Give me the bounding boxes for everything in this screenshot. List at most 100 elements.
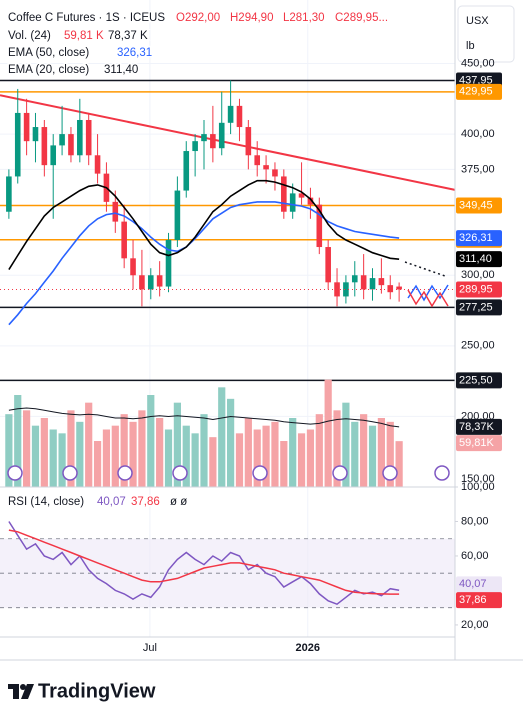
candle-body	[192, 141, 198, 152]
candle-body	[360, 275, 367, 290]
logo	[8, 684, 34, 699]
candle-body	[378, 278, 385, 286]
unit: lb	[466, 40, 475, 52]
level-label: 225,50	[459, 374, 493, 386]
volume-bar	[360, 414, 368, 487]
volume-label-box	[456, 435, 502, 452]
y-tick-label: 400,00	[461, 128, 495, 140]
volume-bar	[262, 425, 270, 487]
volume-bar	[315, 414, 323, 487]
candle-body	[156, 275, 163, 287]
ema20-name: EMA (20, close)	[8, 64, 89, 76]
candle-body	[245, 127, 252, 156]
volume-title: Vol. (24)	[8, 30, 51, 42]
ema-label-box	[456, 230, 502, 247]
candle-body	[254, 155, 261, 166]
candle-body	[121, 221, 127, 259]
volume-value: 59,81 K	[64, 30, 104, 42]
volume-bar	[76, 421, 84, 487]
rsi-label: 37,86	[459, 594, 487, 606]
volume-bar	[120, 414, 128, 487]
x-tick-label: 2026	[296, 642, 320, 654]
price-label-box	[456, 281, 502, 298]
volume-bar	[306, 429, 315, 487]
y-tick-label: 80,00	[461, 515, 489, 527]
volume-bar	[218, 387, 226, 487]
volume-bar	[49, 429, 57, 487]
ohlc-high: H294,90	[230, 12, 273, 24]
candle-body	[59, 134, 65, 146]
volume-bar	[395, 441, 403, 487]
level-label-box	[456, 372, 502, 389]
volume-bar	[200, 414, 208, 487]
candle-body	[263, 165, 269, 170]
rsi-ma-value: 37,86	[131, 496, 160, 508]
volume-bar	[14, 395, 22, 487]
volume-bar	[23, 410, 31, 487]
candle-body	[6, 176, 12, 212]
y-tick-label: 300,00	[461, 269, 495, 281]
volume-bar	[271, 421, 279, 487]
rsi-label: 40,07	[459, 578, 487, 590]
event-icons	[7, 465, 450, 481]
rsi-label-box	[456, 592, 502, 609]
volume-bar	[67, 410, 75, 487]
y-tick-label: 250,00	[461, 340, 495, 352]
candle-body	[281, 176, 287, 212]
candle-body	[272, 169, 278, 177]
candle-body	[183, 151, 190, 191]
volume-bar	[147, 395, 155, 487]
candle-body	[68, 134, 74, 156]
volume-bar	[93, 441, 102, 487]
volume-ma-line	[8, 407, 400, 428]
ema-label: 311,40	[459, 253, 492, 265]
candle-body	[343, 282, 349, 297]
rsi-label-box	[456, 576, 502, 593]
candle-body	[130, 258, 136, 276]
candle-body	[94, 155, 101, 174]
volume-bar	[333, 410, 341, 487]
volume-bar	[386, 421, 394, 487]
volume-bar	[58, 433, 66, 487]
volume-bar	[297, 433, 306, 487]
level-label: 437,95	[459, 74, 493, 86]
volume-label: 59,81K	[459, 437, 495, 449]
ema-line	[8, 201, 400, 326]
candle-body	[50, 145, 57, 166]
volume-ma-value: 78,37 K	[108, 30, 148, 42]
volume-bar	[209, 437, 217, 487]
volume-bar	[342, 402, 350, 487]
volume-bar	[111, 425, 119, 487]
volume-bar	[227, 398, 235, 487]
volume-bar	[156, 418, 164, 487]
candle-body	[307, 197, 314, 205]
y-tick-label: 100,00	[461, 481, 495, 493]
volume-bar	[280, 441, 288, 487]
candle-body	[32, 127, 39, 142]
axis-labels: 150,00200,00250,00300,00375,00400,00450,…	[143, 57, 502, 654]
currency-box[interactable]	[457, 5, 515, 63]
candle-body	[316, 204, 323, 248]
x-tick-label: Jul	[143, 642, 157, 654]
volume-bar	[31, 425, 40, 487]
ohlc-open: O292,00	[176, 12, 220, 24]
volume-bar	[324, 379, 332, 487]
volume-bar	[5, 414, 13, 487]
candle-body	[298, 193, 305, 198]
level-label-box	[456, 197, 502, 214]
volume-bar	[253, 429, 261, 487]
volume-bar	[102, 429, 111, 487]
volume-bar	[289, 418, 297, 487]
volume-bar	[244, 418, 252, 487]
volume-bar	[351, 421, 359, 487]
volume-bar	[138, 410, 146, 487]
brand: TradingView	[38, 680, 156, 702]
ema-label: 326,31	[459, 232, 493, 244]
candle-body	[351, 275, 358, 283]
candle-body	[334, 282, 340, 297]
volume-ma-label: 78,37K	[459, 421, 495, 433]
candle-body	[236, 105, 243, 128]
ema50-name: EMA (50, close)	[8, 47, 89, 59]
candle-body	[77, 119, 83, 156]
